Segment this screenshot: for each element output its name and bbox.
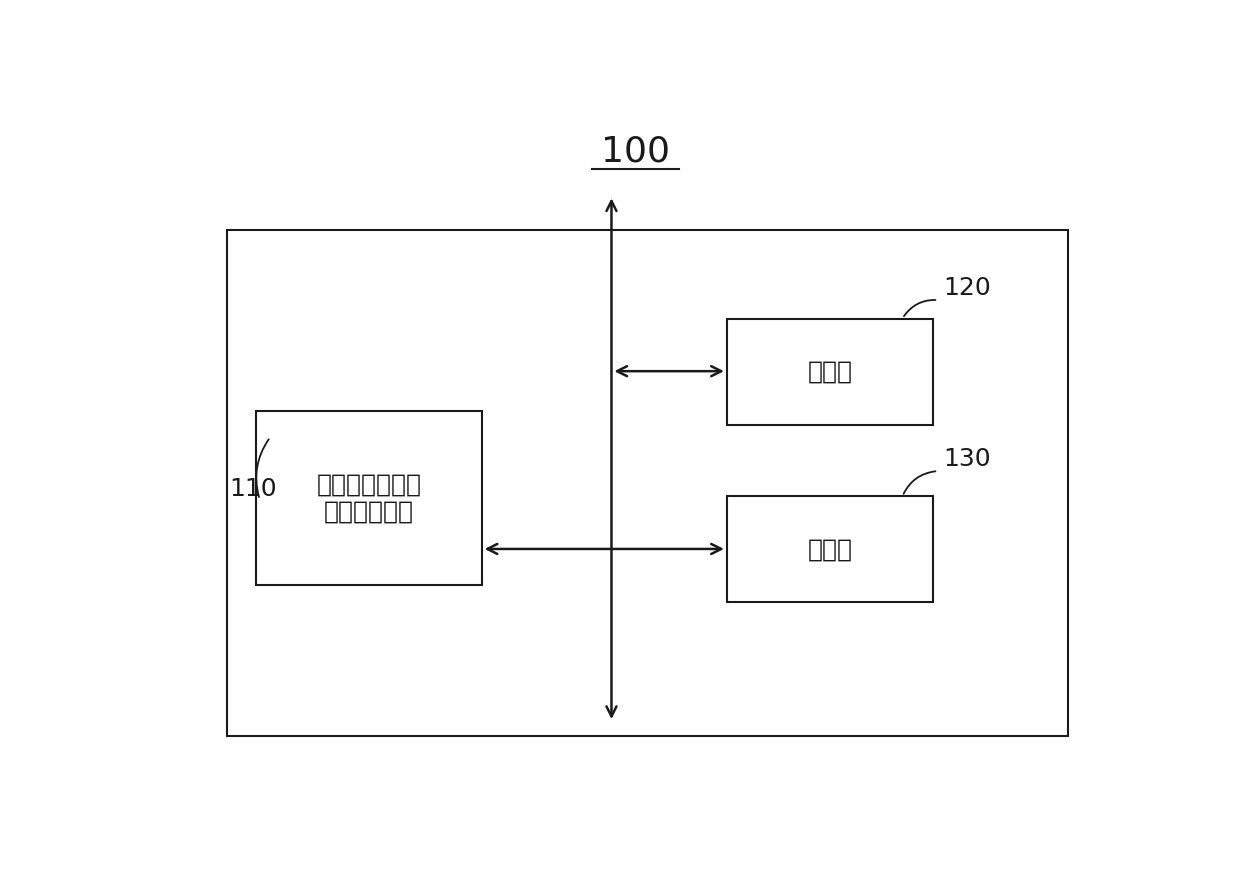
Text: 存储器: 存储器 xyxy=(807,537,853,561)
Bar xyxy=(727,319,934,424)
Bar xyxy=(227,230,1068,735)
Text: 水平井段内多簇
压裂优化系统: 水平井段内多簇 压裂优化系统 xyxy=(316,472,422,524)
Bar xyxy=(255,411,481,585)
Text: 处理器: 处理器 xyxy=(807,360,853,384)
Text: 100: 100 xyxy=(601,134,670,168)
Text: 110: 110 xyxy=(229,478,277,502)
Text: 120: 120 xyxy=(942,276,991,300)
Bar xyxy=(727,496,934,602)
Text: 130: 130 xyxy=(942,447,991,471)
